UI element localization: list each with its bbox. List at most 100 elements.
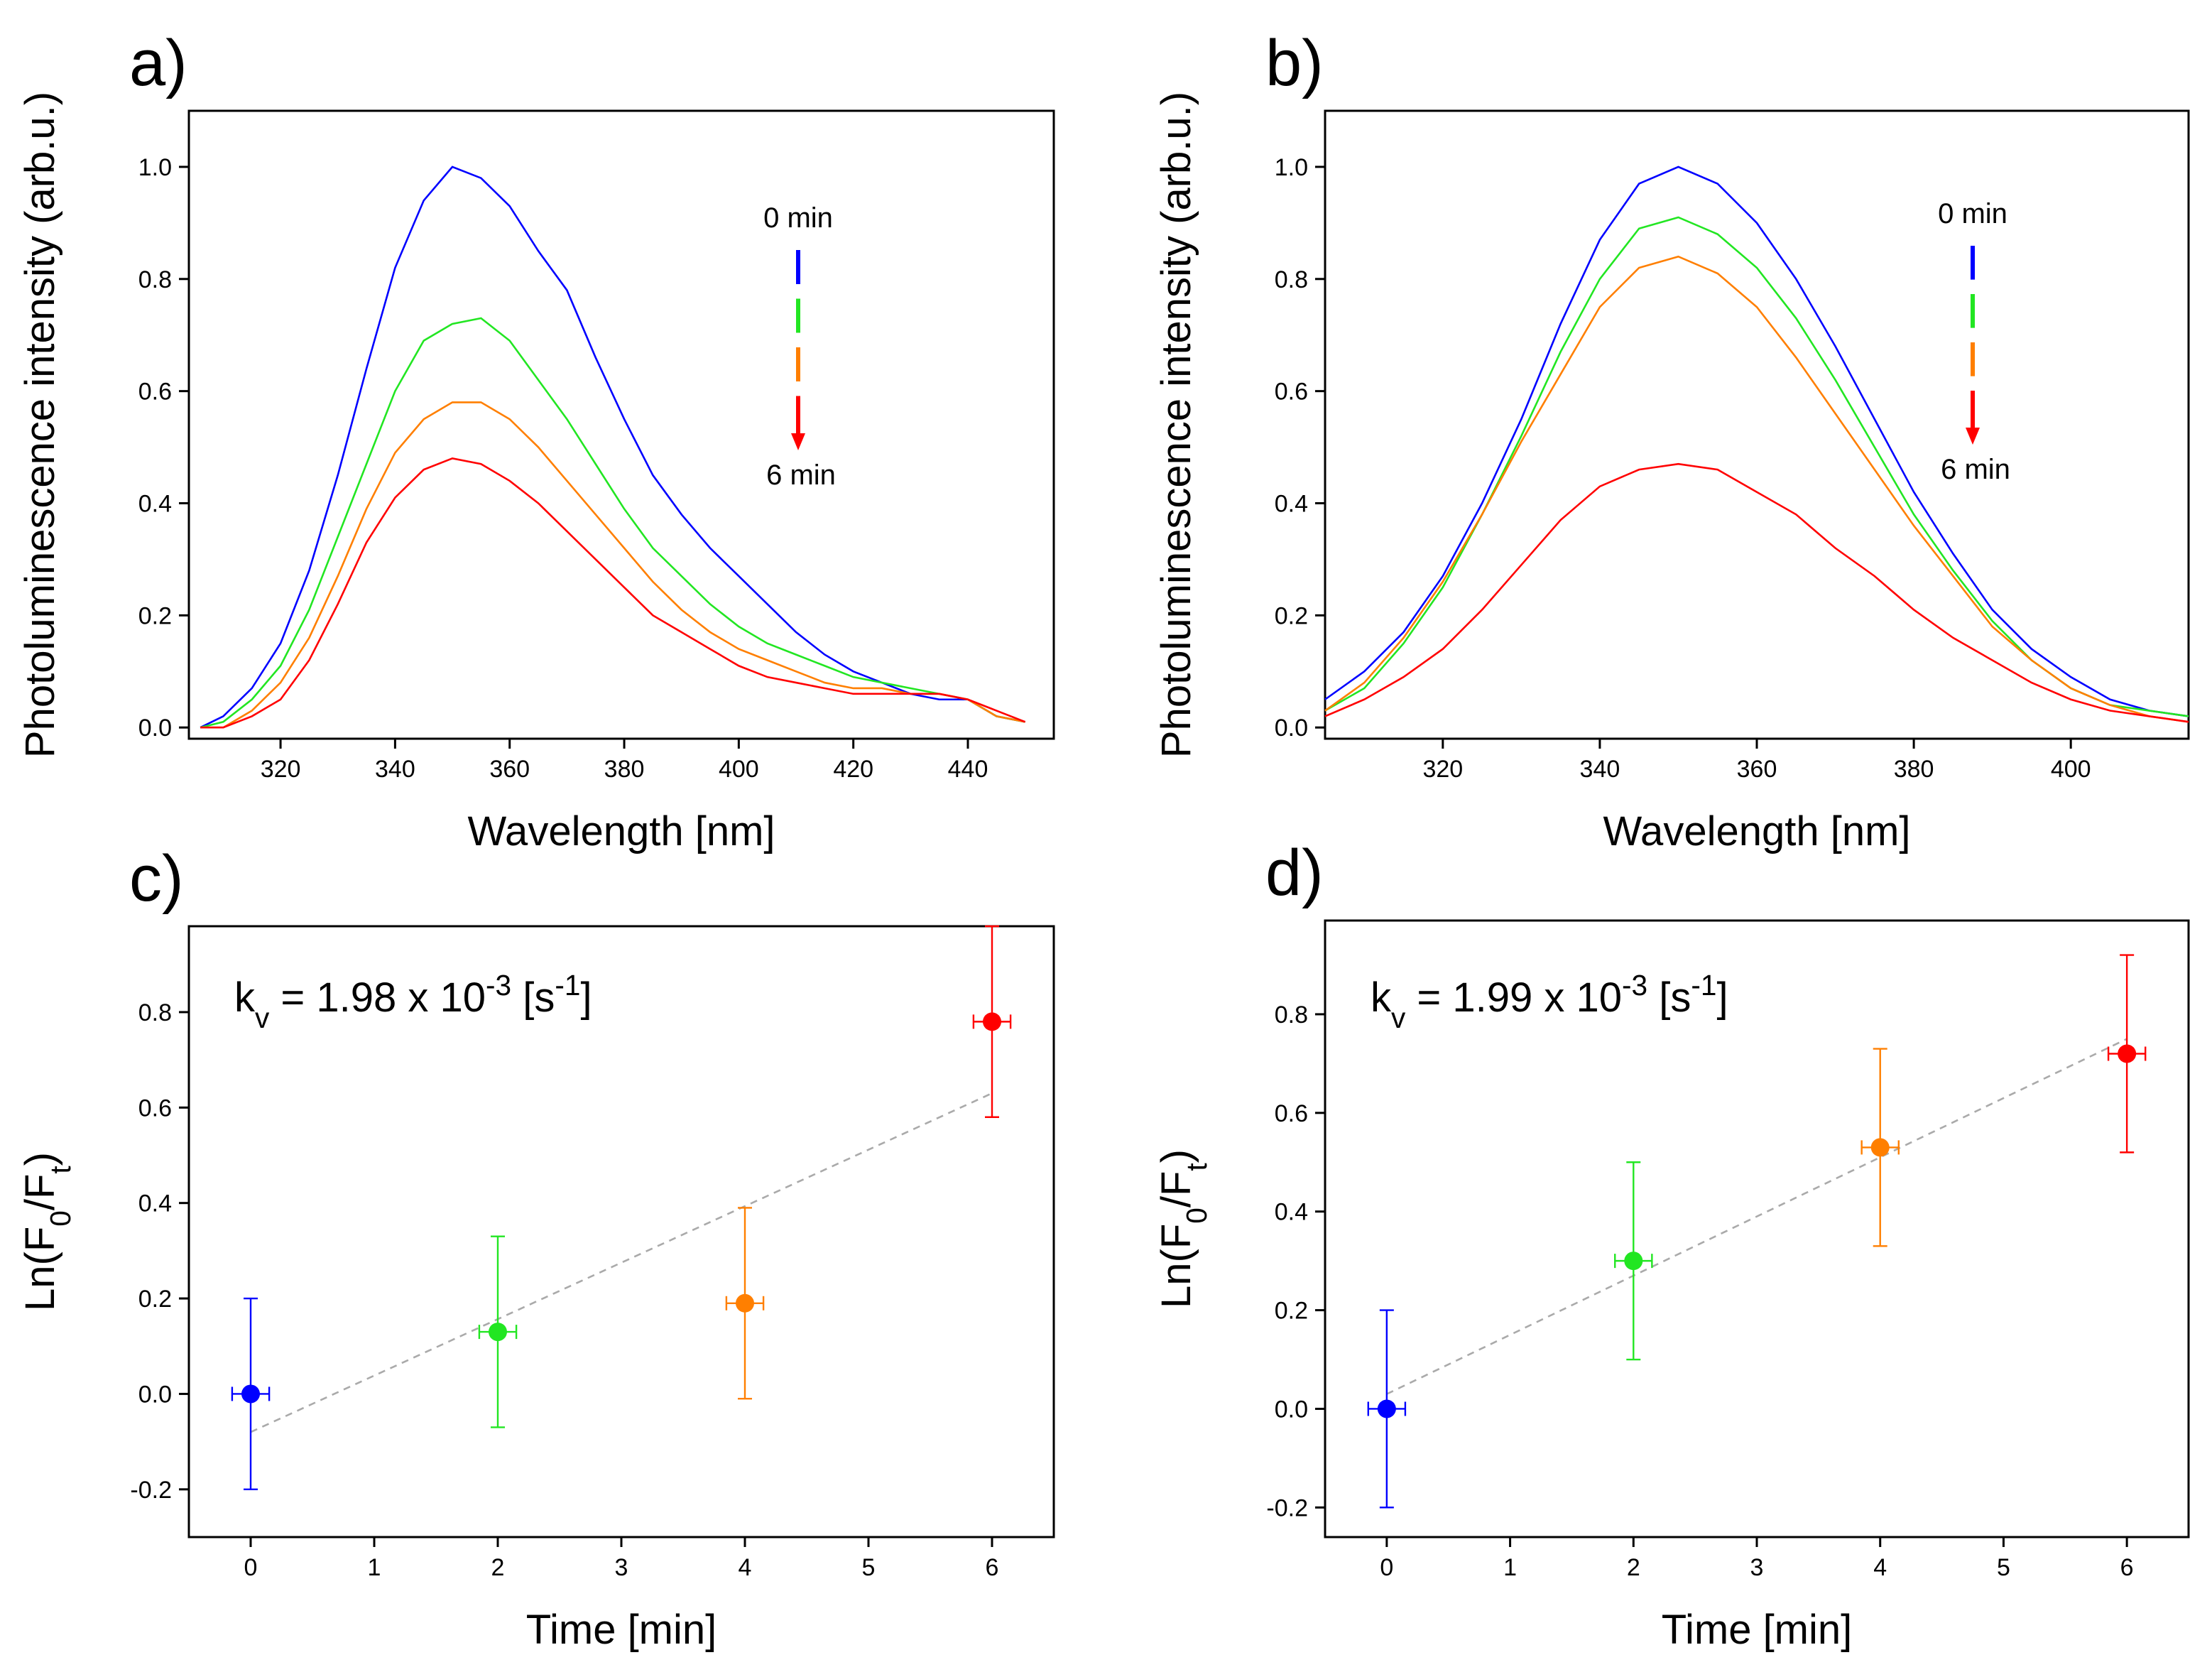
spectrum-line bbox=[1324, 462, 2189, 723]
y-tick-label: 1.0 bbox=[1275, 154, 1308, 181]
x-tick-label: 360 bbox=[1737, 756, 1777, 783]
x-tick-label: 380 bbox=[604, 756, 645, 783]
spectrum-line bbox=[1324, 255, 2189, 723]
x-tick-label: 400 bbox=[719, 756, 759, 783]
x-tick-label: 1 bbox=[1503, 1554, 1517, 1581]
x-tick-label: 1 bbox=[368, 1554, 381, 1581]
annotation: 0 min bbox=[763, 202, 833, 234]
y-tick-label: 0.0 bbox=[138, 715, 172, 742]
text-part: /F bbox=[1153, 1171, 1199, 1208]
y-tick-label: 0.4 bbox=[138, 491, 172, 518]
x-tick-label: 3 bbox=[1750, 1554, 1764, 1581]
y-tick-label: 0.2 bbox=[1275, 602, 1308, 629]
data-point bbox=[736, 1293, 754, 1313]
y-tick-label: 0.6 bbox=[138, 1095, 172, 1122]
x-tick-label: 340 bbox=[375, 756, 415, 783]
panel-label: a) bbox=[129, 27, 187, 99]
x-tick-label: 5 bbox=[862, 1554, 876, 1581]
x-tick-label: 5 bbox=[1997, 1554, 2010, 1581]
x-tick-label: 420 bbox=[833, 756, 873, 783]
text-part: Ln(F bbox=[1153, 1224, 1199, 1308]
panel-label: b) bbox=[1265, 27, 1324, 99]
text-part: -1 bbox=[555, 969, 580, 1002]
text-part: ) bbox=[1153, 1149, 1199, 1163]
y-tick-label: 0.0 bbox=[1275, 715, 1308, 742]
plot-frame bbox=[1324, 109, 2190, 740]
x-axis-label: Wavelength [nm] bbox=[1603, 808, 1910, 854]
panel-label: d) bbox=[1265, 837, 1324, 909]
y-axis-label: Ln(F0/Ft) bbox=[17, 1152, 77, 1311]
text-part: t bbox=[1180, 1163, 1213, 1171]
y-tick-label: 1.0 bbox=[138, 154, 172, 181]
x-tick-label: 0 bbox=[1380, 1554, 1393, 1581]
text-part: 0 bbox=[1180, 1207, 1213, 1224]
x-tick-label: 6 bbox=[986, 1554, 999, 1581]
data-point bbox=[1377, 1399, 1396, 1418]
y-tick-label: 0.8 bbox=[1275, 266, 1308, 293]
y-tick-label: 0.8 bbox=[1275, 1002, 1308, 1029]
text-part: -3 bbox=[1622, 969, 1647, 1002]
spectrum-line bbox=[200, 401, 1025, 729]
x-tick-label: 6 bbox=[2120, 1554, 2134, 1581]
y-tick-label: 0.4 bbox=[138, 1190, 172, 1217]
spectrum-line bbox=[1324, 216, 2189, 717]
text-part: ] bbox=[1716, 975, 1728, 1021]
y-tick-label: 0.6 bbox=[1275, 379, 1308, 406]
y-tick-label: 0.4 bbox=[1275, 491, 1308, 518]
x-tick-label: 4 bbox=[739, 1554, 752, 1581]
arrow-head bbox=[791, 433, 805, 450]
y-tick-label: 0.6 bbox=[138, 379, 172, 406]
text-part: [s bbox=[1647, 975, 1691, 1021]
spectrum-line bbox=[200, 317, 1025, 729]
y-axis-label: Ln(F0/Ft) bbox=[1153, 1149, 1213, 1308]
x-tick-label: 320 bbox=[261, 756, 301, 783]
rate-annotation: kv = 1.98 x 10-3 [s-1] bbox=[234, 969, 592, 1034]
fit-line bbox=[250, 1092, 993, 1433]
text-part: t bbox=[44, 1166, 77, 1173]
data-point bbox=[1624, 1252, 1643, 1271]
text-part: Ln(F bbox=[17, 1227, 63, 1311]
annotation: 0 min bbox=[1938, 198, 2007, 229]
text-part: = 1.99 x 10 bbox=[1405, 975, 1622, 1021]
x-tick-label: 2 bbox=[491, 1554, 505, 1581]
annotation: 6 min bbox=[1941, 454, 2010, 485]
x-axis-label: Time [min] bbox=[1662, 1607, 1853, 1653]
y-axis-label: Photoluminescence intensity (arb.u.) bbox=[17, 92, 63, 758]
y-tick-label: 0.2 bbox=[1275, 1298, 1308, 1325]
y-tick-label: 0.4 bbox=[1275, 1199, 1308, 1226]
data-point bbox=[983, 1012, 1001, 1031]
y-tick-label: 0.8 bbox=[138, 999, 172, 1026]
x-tick-label: 3 bbox=[615, 1554, 628, 1581]
spectrum-line bbox=[1324, 165, 2189, 717]
spectrum-line bbox=[200, 165, 1025, 729]
x-axis-label: Wavelength [nm] bbox=[467, 808, 775, 854]
y-tick-label: 0.2 bbox=[138, 602, 172, 629]
y-tick-label: -0.2 bbox=[1266, 1494, 1308, 1521]
data-point bbox=[241, 1384, 260, 1404]
y-axis-label: Photoluminescence intensity (arb.u.) bbox=[1153, 92, 1199, 758]
text-part: 0 bbox=[44, 1210, 77, 1227]
fit-line bbox=[1386, 1038, 2127, 1395]
text-part: ] bbox=[580, 975, 592, 1021]
x-axis-label: Time [min] bbox=[526, 1607, 717, 1653]
text-part: = 1.98 x 10 bbox=[269, 975, 486, 1021]
x-tick-label: 4 bbox=[1873, 1554, 1887, 1581]
spectrum-line bbox=[200, 457, 1026, 729]
x-tick-label: 360 bbox=[489, 756, 530, 783]
x-tick-label: 340 bbox=[1580, 756, 1620, 783]
y-tick-label: 0.6 bbox=[1275, 1100, 1308, 1127]
text-part: k bbox=[1371, 975, 1392, 1021]
x-tick-label: 2 bbox=[1627, 1554, 1640, 1581]
y-tick-label: 0.2 bbox=[138, 1286, 172, 1313]
x-tick-label: 380 bbox=[1894, 756, 1934, 783]
text-part: ) bbox=[17, 1152, 63, 1166]
rate-annotation: kv = 1.99 x 10-3 [s-1] bbox=[1371, 969, 1728, 1034]
text-part: /F bbox=[17, 1174, 63, 1211]
panel-label: c) bbox=[129, 842, 184, 915]
text-part: k bbox=[234, 975, 256, 1021]
annotation: 6 min bbox=[766, 460, 836, 491]
y-tick-label: 0.0 bbox=[138, 1381, 172, 1408]
y-tick-label: 0.8 bbox=[138, 266, 172, 293]
